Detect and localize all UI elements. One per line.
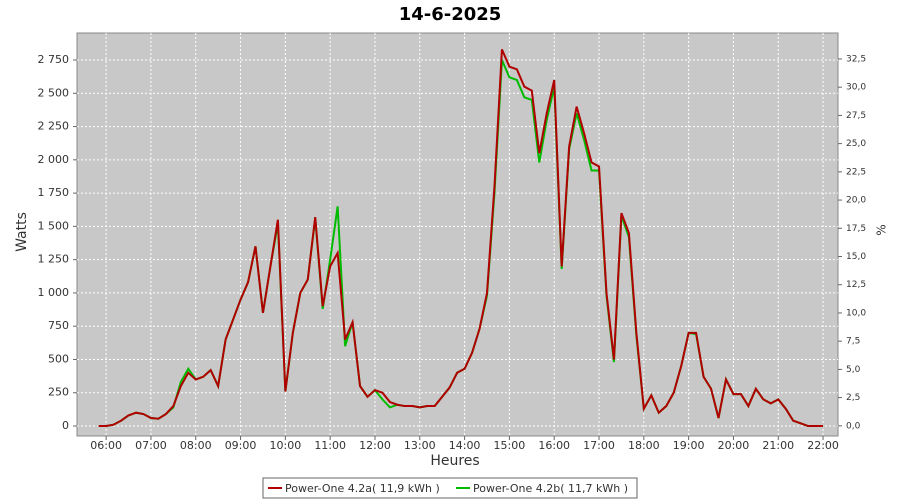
x-tick-label: 13:00 xyxy=(404,439,436,452)
y2-tick-label: 17,5 xyxy=(846,224,866,234)
x-tick-label: 21:00 xyxy=(762,439,794,452)
y-tick-label: 2 000 xyxy=(38,153,70,166)
x-tick-label: 15:00 xyxy=(494,439,526,452)
y-tick-label: 1 000 xyxy=(38,286,70,299)
y2-tick-label: 20,0 xyxy=(846,196,866,206)
y-tick-label: 750 xyxy=(48,319,69,332)
y-tick-label: 0 xyxy=(62,419,69,432)
y-tick-label: 2 250 xyxy=(38,120,70,133)
y2-tick-label: 25,0 xyxy=(846,139,866,149)
legend-label: Power-One 4.2b( 11,7 kWh ) xyxy=(473,482,628,495)
x-tick-label: 17:00 xyxy=(583,439,615,452)
x-tick-label: 20:00 xyxy=(718,439,750,452)
series-line xyxy=(98,48,824,428)
y2-axis-label: % xyxy=(875,224,889,235)
x-tick-label: 22:00 xyxy=(807,439,839,452)
y2-tick-label: 0,0 xyxy=(846,421,861,431)
x-tick-label: 08:00 xyxy=(180,439,212,452)
y-tick-label: 2 750 xyxy=(38,53,70,66)
y2-tick-label: 5,0 xyxy=(846,365,861,375)
x-tick-label: 10:00 xyxy=(270,439,302,452)
y2-tick-label: 32,5 xyxy=(846,54,866,64)
y2-tick-label: 2,5 xyxy=(846,393,860,403)
x-tick-label: 09:00 xyxy=(225,439,257,452)
x-tick-label: 18:00 xyxy=(628,439,660,452)
x-axis-label: Heures xyxy=(430,453,479,469)
y-tick-label: 250 xyxy=(48,386,69,399)
x-tick-label: 12:00 xyxy=(359,439,391,452)
y2-tick-label: 10,0 xyxy=(846,308,866,318)
y2-tick-label: 12,5 xyxy=(846,280,866,290)
y-axis-label: Watts xyxy=(14,212,30,252)
y-tick-label: 1 500 xyxy=(38,219,70,232)
y2-tick-label: 7,5 xyxy=(846,337,860,347)
x-tick-label: 19:00 xyxy=(673,439,705,452)
y2-tick-label: 30,0 xyxy=(846,83,866,93)
y2-tick-label: 27,5 xyxy=(846,111,866,121)
legend xyxy=(262,477,638,499)
y-tick-label: 1 750 xyxy=(38,186,70,199)
y-tick-label: 2 500 xyxy=(38,86,70,99)
x-tick-label: 14:00 xyxy=(449,439,481,452)
legend-label: Power-One 4.2a( 11,9 kWh ) xyxy=(285,482,440,495)
y2-tick-label: 15,0 xyxy=(846,252,866,262)
y2-tick-label: 22,5 xyxy=(846,167,866,177)
x-tick-label: 07:00 xyxy=(135,439,167,452)
chart-title: 14-6-2025 xyxy=(399,4,502,25)
y-tick-label: 500 xyxy=(48,352,69,365)
x-tick-label: 06:00 xyxy=(90,439,122,452)
x-tick-label: 16:00 xyxy=(538,439,570,452)
y-tick-label: 1 250 xyxy=(38,253,70,266)
x-tick-label: 11:00 xyxy=(314,439,346,452)
plot-area xyxy=(76,32,839,437)
